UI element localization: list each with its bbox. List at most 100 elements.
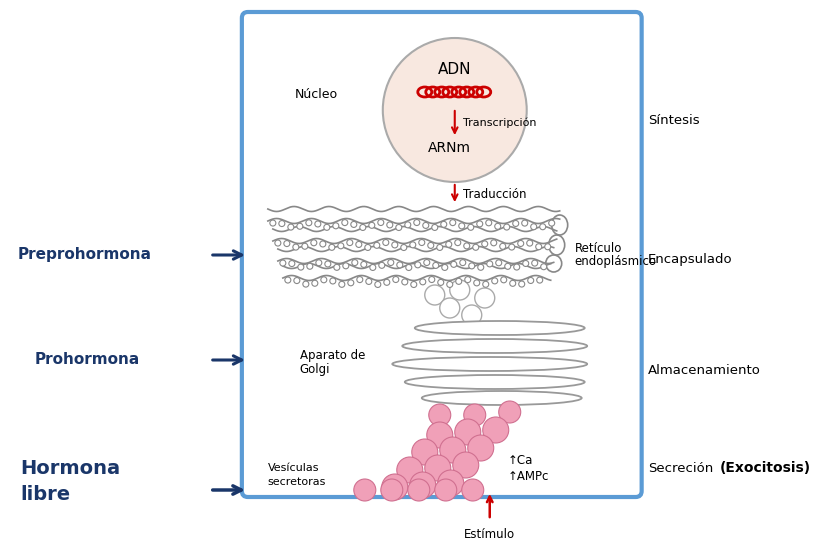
Circle shape: [495, 260, 501, 266]
Circle shape: [490, 240, 496, 246]
Circle shape: [284, 277, 290, 283]
Circle shape: [386, 222, 392, 228]
Circle shape: [472, 245, 478, 251]
Circle shape: [503, 224, 509, 230]
Circle shape: [305, 220, 312, 226]
Circle shape: [530, 224, 536, 230]
Circle shape: [387, 259, 393, 265]
Circle shape: [396, 457, 422, 483]
Circle shape: [355, 241, 361, 247]
Circle shape: [454, 240, 460, 246]
Circle shape: [536, 277, 542, 283]
Text: Vesículas: Vesículas: [268, 463, 319, 473]
Circle shape: [441, 264, 447, 270]
Circle shape: [319, 241, 325, 247]
Circle shape: [360, 261, 366, 267]
Circle shape: [374, 242, 380, 248]
Circle shape: [324, 261, 330, 267]
Text: ARNm: ARNm: [428, 141, 471, 155]
Text: (Exocitosis): (Exocitosis): [719, 461, 810, 475]
Text: secretoras: secretoras: [268, 477, 326, 487]
Circle shape: [482, 241, 487, 247]
Circle shape: [527, 277, 533, 283]
Ellipse shape: [382, 38, 526, 182]
Ellipse shape: [415, 321, 584, 335]
Circle shape: [384, 280, 390, 286]
Circle shape: [461, 479, 483, 501]
Circle shape: [338, 243, 344, 249]
Circle shape: [339, 281, 344, 287]
Circle shape: [467, 224, 473, 230]
Circle shape: [535, 244, 541, 250]
Circle shape: [437, 280, 443, 286]
Circle shape: [310, 240, 317, 246]
Circle shape: [423, 259, 429, 265]
Circle shape: [364, 245, 370, 251]
Circle shape: [439, 298, 459, 318]
Circle shape: [539, 224, 545, 230]
Circle shape: [379, 263, 385, 269]
Circle shape: [422, 223, 428, 229]
Circle shape: [314, 221, 320, 227]
Circle shape: [456, 278, 461, 284]
Circle shape: [548, 220, 554, 226]
Circle shape: [407, 479, 429, 501]
Text: Prohormona: Prohormona: [35, 352, 140, 368]
Circle shape: [288, 260, 294, 266]
Circle shape: [396, 262, 402, 268]
Circle shape: [274, 240, 281, 246]
Ellipse shape: [402, 339, 587, 353]
Circle shape: [513, 264, 519, 270]
Circle shape: [380, 479, 402, 501]
Circle shape: [315, 260, 322, 266]
FancyBboxPatch shape: [242, 12, 641, 497]
Circle shape: [467, 435, 493, 461]
Circle shape: [526, 240, 532, 246]
Circle shape: [329, 278, 335, 284]
Circle shape: [405, 265, 411, 271]
Circle shape: [410, 472, 436, 498]
Circle shape: [405, 222, 410, 228]
Circle shape: [500, 277, 506, 283]
Circle shape: [377, 219, 384, 225]
Text: Núcleo: Núcleo: [294, 89, 338, 102]
Circle shape: [320, 277, 326, 283]
Circle shape: [278, 220, 284, 226]
Circle shape: [509, 280, 515, 286]
Circle shape: [307, 263, 313, 269]
Text: Retículo: Retículo: [574, 241, 621, 254]
Circle shape: [395, 224, 401, 230]
Circle shape: [540, 264, 546, 270]
Circle shape: [351, 260, 357, 266]
Circle shape: [512, 220, 518, 226]
Circle shape: [365, 278, 371, 284]
Circle shape: [482, 281, 488, 287]
Circle shape: [420, 279, 426, 285]
Text: Transcripción: Transcripción: [462, 118, 536, 128]
Circle shape: [410, 282, 416, 288]
Circle shape: [459, 260, 465, 266]
Circle shape: [413, 219, 420, 225]
Circle shape: [491, 278, 497, 284]
Circle shape: [504, 263, 510, 269]
Ellipse shape: [392, 357, 587, 371]
Circle shape: [312, 280, 318, 286]
Circle shape: [449, 280, 469, 300]
Circle shape: [288, 224, 293, 230]
Circle shape: [485, 220, 491, 226]
Text: Encapsulado: Encapsulado: [647, 253, 732, 266]
Circle shape: [427, 242, 433, 248]
Circle shape: [428, 404, 451, 426]
Circle shape: [391, 242, 397, 248]
Circle shape: [428, 277, 434, 282]
Circle shape: [343, 263, 349, 269]
Circle shape: [333, 223, 339, 229]
Circle shape: [400, 245, 406, 251]
Text: Almacenamiento: Almacenamiento: [647, 364, 760, 376]
Circle shape: [464, 277, 470, 283]
Circle shape: [375, 282, 380, 288]
Circle shape: [522, 260, 528, 266]
Circle shape: [283, 241, 289, 247]
Circle shape: [382, 240, 389, 246]
Circle shape: [477, 221, 482, 227]
